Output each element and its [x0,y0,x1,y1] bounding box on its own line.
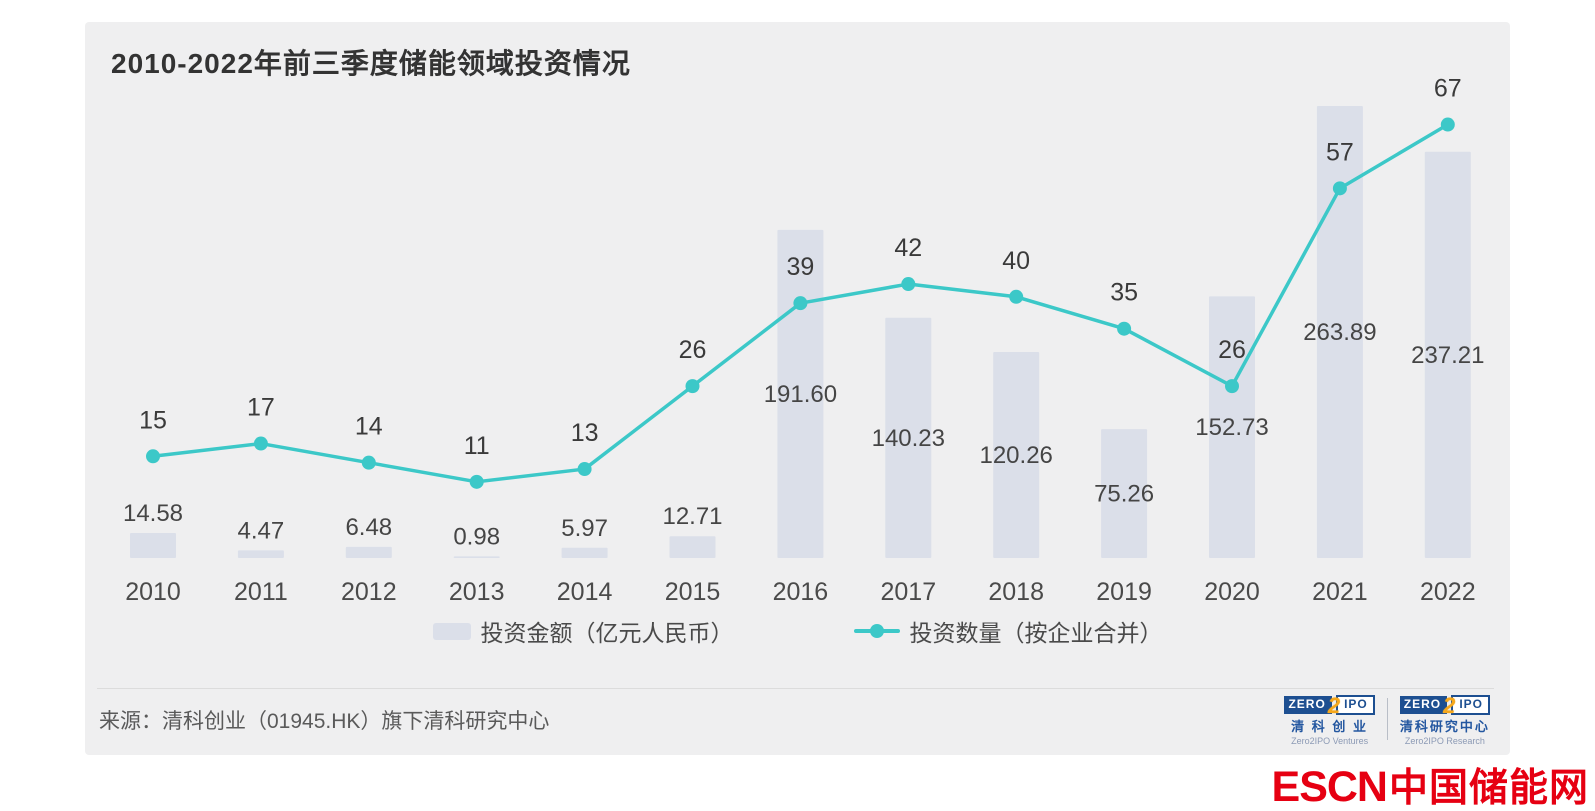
line-point-2019 [1117,321,1132,336]
count-label-2013: 11 [464,432,490,460]
legend-amount-label: 投资金额（亿元人民币） [480,620,734,646]
amount-label-2022: 237.21 [1411,342,1484,369]
logo-research-cn: 清科研究中心 [1399,719,1490,734]
line-point-2020 [1225,379,1239,394]
zero2ipo-research-logo: ZERO 2 IPO 清科研究中心 Zero2IPO Research [1399,692,1490,747]
footer: 来源：清科创业（01945.HK）旗下清科研究中心 ZERO 2 IPO 清 科… [97,688,1494,750]
bar-2021 [1316,106,1363,558]
logo-zero-text: ZERO [1399,696,1448,715]
x-tick-2016: 2016 [773,578,829,606]
count-label-2010: 15 [139,406,167,434]
x-tick-2015: 2015 [665,578,721,606]
line-point-2012 [361,455,376,470]
x-tick-2017: 2017 [880,578,936,606]
x-tick-2021: 2021 [1312,578,1368,606]
logo-research-en: Zero2IPO Research [1404,735,1485,746]
bar-2019 [1101,429,1148,558]
logo-zero-text: ZERO [1284,696,1332,715]
amount-label-2020: 152.73 [1195,414,1268,441]
count-label-2015: 26 [679,336,707,364]
legend-item-amount: 投资金额（亿元人民币） [432,614,734,648]
amount-label-2018: 120.26 [979,442,1052,469]
amount-label-2014: 5.97 [561,515,608,542]
x-tick-2011: 2011 [234,578,288,606]
line-point-2011 [253,436,268,451]
count-label-2019: 35 [1110,279,1138,307]
bar-swatch-icon [432,622,471,640]
count-label-2014: 13 [571,419,599,447]
investment-chart: 14.58 4.47 6.48 0.98 5.97 12.71 191.60 140.23 12… [123,75,1485,606]
count-label-2011: 17 [247,394,275,422]
count-label-2020: 26 [1218,336,1246,364]
bar-2013 [453,556,500,558]
x-tick-2022: 2022 [1420,578,1476,606]
line-point-2022 [1440,117,1455,132]
logo-separator [1386,698,1388,741]
line-point-2010 [146,449,160,464]
zero2ipo-ventures-logo: ZERO 2 IPO 清 科 创 业 Zero2IPO Ventures [1284,692,1375,747]
amount-label-2015: 12.71 [662,503,722,530]
amount-label-2021: 263.89 [1303,319,1376,346]
logo-group: ZERO 2 IPO 清 科 创 业 Zero2IPO Ventures ZER… [1284,693,1494,747]
bar-2015 [669,536,716,558]
escn-watermark: ESCN 中国储能网 [1272,757,1589,811]
escn-latin-text: ESCN [1271,763,1388,811]
zero2ipo-mark: ZERO 2 IPO [1399,692,1490,718]
legend-item-count: 投资数量（按企业合并） [853,614,1163,648]
logo-ventures-en: Zero2IPO Ventures [1291,735,1369,746]
bar-2011 [237,550,284,558]
amount-label-2019: 75.26 [1094,481,1154,508]
chart-legend: 投资金额（亿元人民币） 投资数量（按企业合并） [85,614,1510,648]
x-tick-2013: 2013 [449,578,505,606]
x-tick-2012: 2012 [341,578,397,606]
count-label-2017: 42 [894,234,922,262]
count-label-2018: 40 [1002,247,1030,275]
bar-2022 [1424,151,1471,559]
chart-card: 2010-2022年前三季度储能领域投资情况 14.58 4.47 6.48 0.98… [85,22,1510,755]
line-point-2021 [1332,181,1347,196]
count-label-2016: 39 [786,253,814,281]
x-tick-2014: 2014 [557,578,613,606]
line-point-2018 [1009,289,1024,304]
amount-label-2013: 0.98 [453,523,500,550]
line-point-2015 [685,379,700,394]
count-label-2022: 67 [1434,75,1462,103]
source-text: 来源：清科创业（01945.HK）旗下清科研究中心 [99,709,550,733]
amount-label-2016: 191.60 [764,381,837,408]
logo-two-text: 2 [1443,692,1456,718]
x-tick-2018: 2018 [988,578,1044,606]
page-title: 2010-2022年前三季度储能领域投资情况 [111,48,631,79]
x-tick-2020: 2020 [1204,578,1260,606]
line-point-2017 [901,277,916,292]
count-label-2012: 14 [355,413,383,441]
line-point-2014 [577,462,592,477]
amount-label-2012: 6.48 [345,514,392,541]
bar-2010 [130,533,176,558]
logo-two-text: 2 [1327,692,1341,718]
bar-2012 [345,546,392,558]
amount-label-2010: 14.58 [123,500,183,527]
zero2ipo-mark: ZERO 2 IPO [1284,692,1375,718]
bar-2018 [993,352,1040,558]
logo-ipo-text: IPO [1451,695,1490,716]
line-marker-icon [853,624,900,638]
bar-2017 [885,317,932,558]
logo-ipo-text: IPO [1336,695,1375,716]
bar-2014 [561,547,608,558]
x-tick-2010: 2010 [125,578,181,606]
line-point-2016 [793,296,808,311]
x-tick-2019: 2019 [1096,578,1152,606]
logo-ventures-cn: 清 科 创 业 [1291,719,1369,734]
line-point-2013 [469,474,484,489]
legend-count-label: 投资数量（按企业合并） [909,620,1163,646]
amount-label-2011: 4.47 [238,517,285,544]
amount-label-2017: 140.23 [872,425,945,452]
count-label-2021: 57 [1326,138,1354,166]
escn-cn-text: 中国储能网 [1388,767,1589,810]
